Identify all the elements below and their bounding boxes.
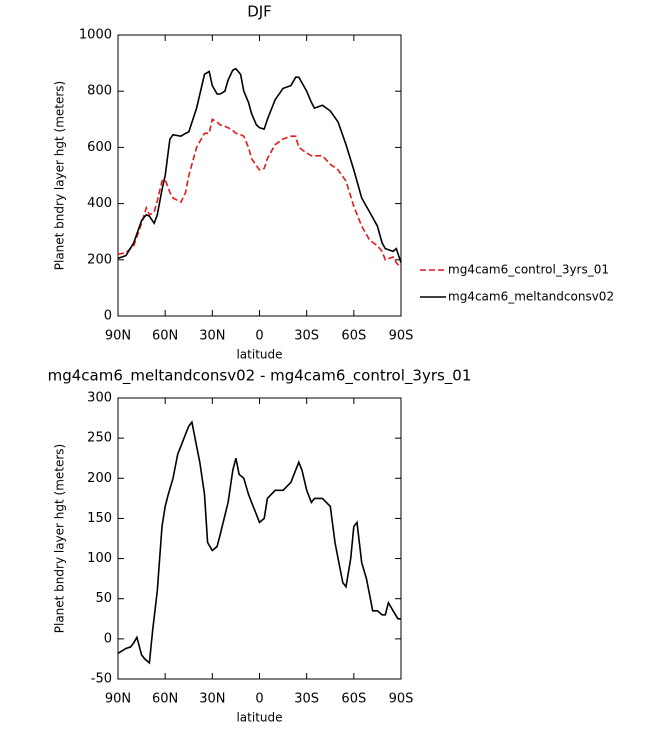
- x-tick-label: 30N: [199, 329, 225, 344]
- y-tick-label: 600: [87, 140, 112, 155]
- data-line: [117, 420, 401, 665]
- x-tick-label: 90S: [389, 329, 414, 344]
- data-line: [117, 67, 402, 263]
- legend-label: mg4cam6_meltandconsv02: [448, 290, 614, 304]
- x-tick-label: 30S: [294, 329, 319, 344]
- data-line: [117, 118, 402, 269]
- y-tick-label: 250: [87, 431, 112, 446]
- x-tick-label: 60S: [341, 329, 366, 344]
- y-tick-label: 0: [104, 631, 112, 646]
- x-axis-label: latitude: [236, 711, 282, 725]
- y-tick-label: 200: [87, 252, 112, 267]
- chart: DJF latitude Planet bndry layer hgt (meter…: [53, 3, 615, 362]
- x-axis-label: latitude: [236, 348, 282, 362]
- y-tick-label: 50: [95, 591, 112, 606]
- y-tick-label: 0: [104, 309, 112, 324]
- x-tick-label: 30N: [199, 692, 225, 707]
- y-tick-label: 800: [87, 84, 112, 99]
- chart-title: DJF: [247, 3, 272, 21]
- legend-label: mg4cam6_control_3yrs_01: [448, 263, 609, 277]
- x-tick-label: 60S: [341, 692, 366, 707]
- plot-frame: [117, 34, 402, 317]
- y-axis-label: Planet bndry layer hgt (meters): [53, 444, 67, 634]
- y-tick-label: 1000: [79, 28, 112, 43]
- x-tick-label: 0: [255, 329, 263, 344]
- plot-frame: [117, 397, 402, 680]
- y-tick-label: 100: [87, 551, 112, 566]
- y-tick-label: 300: [87, 391, 112, 406]
- x-tick-label: 30S: [294, 692, 319, 707]
- x-tick-label: 90N: [105, 329, 131, 344]
- y-tick-label: 150: [87, 511, 112, 526]
- y-tick-label: 400: [87, 196, 112, 211]
- x-tick-label: 0: [255, 692, 263, 707]
- x-tick-label: 90S: [389, 692, 414, 707]
- chart: mg4cam6_meltandconsv02 - mg4cam6_control…: [48, 367, 472, 725]
- x-tick-label: 60N: [152, 692, 178, 707]
- y-axis-label: Planet bndry layer hgt (meters): [53, 81, 67, 271]
- chart-title: mg4cam6_meltandconsv02 - mg4cam6_control…: [48, 367, 472, 386]
- y-tick-label: -50: [91, 672, 112, 687]
- x-tick-label: 60N: [152, 329, 178, 344]
- y-tick-label: 200: [87, 471, 112, 486]
- x-tick-label: 90N: [105, 692, 131, 707]
